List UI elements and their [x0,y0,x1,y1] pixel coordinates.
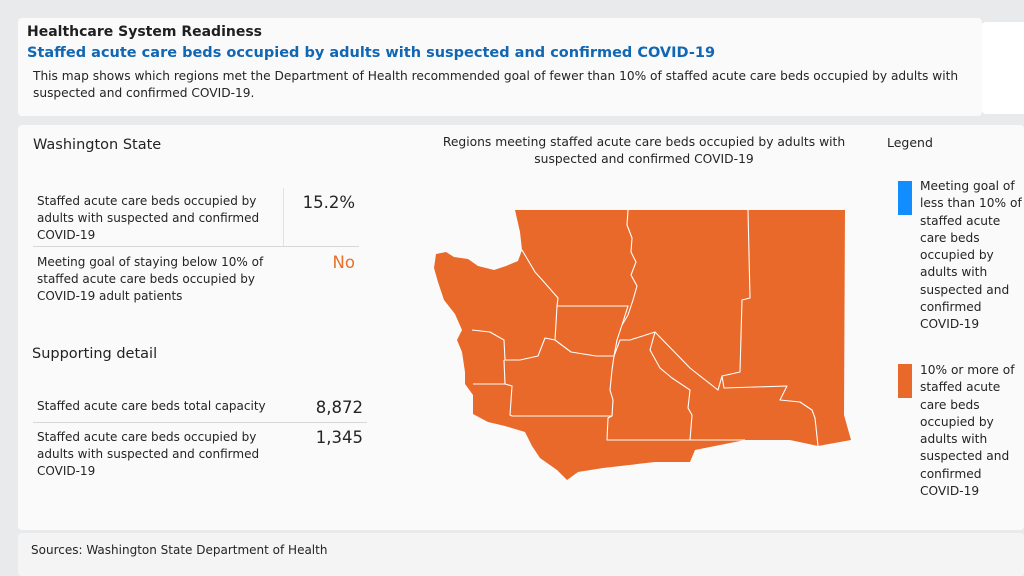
stat-column-divider [283,188,284,246]
capacity-value: 8,872 [315,398,363,417]
page-subtitle: Staffed acute care beds occupied by adul… [27,45,716,61]
occupied-count-value: 1,345 [315,428,363,447]
occupied-pct-value: 15.2% [302,193,355,212]
sources-note: Sources: Washington State Department of … [31,543,328,557]
page-description: This map shows which regions met the Dep… [33,69,959,100]
header-side-panel [982,22,1024,114]
region-boundaries [471,209,819,447]
washington-state-shape[interactable] [434,210,851,480]
page-title: Healthcare System Readiness [27,24,262,40]
supporting-heading: Supporting detail [32,346,158,362]
state-heading: Washington State [33,137,162,153]
legend-label-meeting-goal: Meeting goal of less than 10% of staffed… [920,179,1022,332]
capacity-label: Staffed acute care beds total capacity [37,399,266,413]
legend-label-not-meeting-goal: 10% or more of staffed acute care beds o… [920,363,1015,499]
legend-swatch-meeting-goal [898,181,912,215]
sources-card [18,533,1024,576]
goal-label: Meeting goal of staying below 10% of sta… [37,255,264,303]
goal-status-value: No [332,253,355,272]
legend-swatch-not-meeting-goal [898,364,912,398]
supporting-divider [33,422,367,423]
legend-title: Legend [887,135,933,150]
occupied-pct-label: Staffed acute care beds occupied by adul… [37,194,260,242]
occupied-count-label: Staffed acute care beds occupied by adul… [37,430,260,478]
map-title: Regions meeting staffed acute care beds … [442,135,846,166]
stat-divider [33,246,359,247]
header-card [18,18,982,116]
